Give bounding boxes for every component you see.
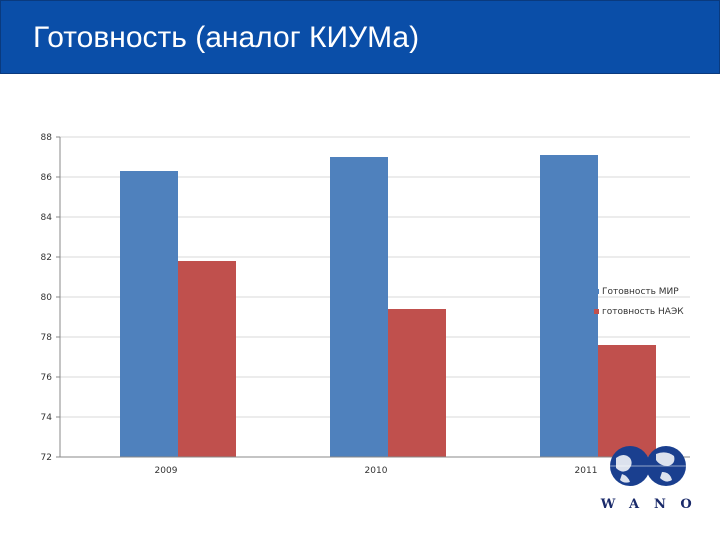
page-title: Готовность (аналог КИУМа) (33, 21, 420, 54)
y-tick-label: 86 (41, 173, 53, 183)
legend: Готовность МИР готовность НАЭК (594, 287, 684, 317)
x-tick-label: 2009 (155, 466, 178, 476)
logo-letter: O (680, 497, 691, 512)
logo-letter: W (600, 497, 616, 512)
bars (120, 155, 656, 457)
globe-icon (610, 446, 686, 486)
x-tick-label: 2011 (575, 466, 598, 476)
y-tick-label: 88 (41, 133, 53, 143)
bar (388, 309, 446, 457)
logo-letter: A (628, 497, 640, 512)
y-tick-label: 80 (41, 293, 53, 303)
logo-letter: N (654, 497, 666, 512)
legend-swatch (594, 289, 599, 294)
legend-swatch (594, 309, 599, 314)
y-tick-label: 76 (41, 373, 53, 383)
bar (540, 155, 598, 457)
x-axis-ticks: 2009 2010 2011 (60, 456, 690, 476)
y-tick-label: 74 (41, 413, 53, 423)
y-tick-label: 78 (41, 333, 53, 343)
title-bar: Готовность (аналог КИУМа) (0, 0, 720, 74)
bar (120, 171, 178, 457)
y-tick-label: 72 (41, 453, 52, 463)
y-axis-ticks: 72 74 76 78 80 82 84 86 88 (41, 133, 61, 463)
legend-label: готовность НАЭК (602, 307, 684, 317)
bar (330, 157, 388, 457)
y-tick-label: 84 (41, 213, 53, 223)
legend-label: Готовность МИР (602, 287, 679, 297)
bar (598, 345, 656, 457)
y-tick-label: 82 (41, 253, 52, 263)
bar (178, 261, 236, 457)
x-tick-label: 2010 (365, 466, 388, 476)
